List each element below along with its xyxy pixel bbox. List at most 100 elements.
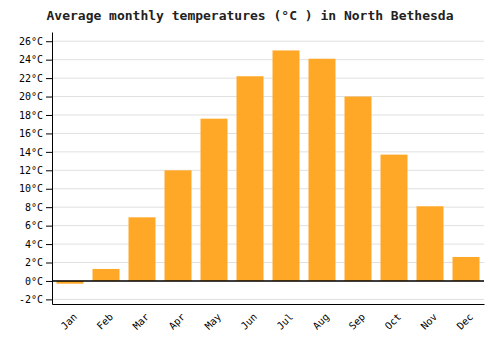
chart: Average monthly temperatures (°C ) in No… [0, 0, 500, 350]
bar [309, 59, 336, 281]
y-tick-mark [46, 152, 52, 153]
bar [345, 97, 372, 281]
y-tick: 22°C [19, 73, 52, 84]
x-tick: Jul [275, 311, 296, 332]
x-tick-label: Nov [419, 311, 440, 332]
y-tick: 24°C [19, 54, 52, 65]
grid-line [52, 188, 484, 189]
y-tick: 20°C [19, 91, 52, 102]
y-tick: 4°C [25, 239, 52, 250]
x-tick: Dec [455, 311, 476, 332]
x-tick-label: May [203, 311, 224, 332]
bar [165, 170, 192, 281]
y-tick-label: -2°C [19, 294, 43, 305]
y-tick-label: 8°C [25, 202, 43, 213]
x-tick: Oct [383, 311, 404, 332]
x-tick-label: Feb [95, 311, 116, 332]
x-tick: Nov [419, 311, 440, 332]
y-tick-label: 2°C [25, 257, 43, 268]
x-tick-label: Mar [131, 311, 152, 332]
y-tick: 8°C [25, 202, 52, 213]
grid [52, 41, 484, 299]
y-tick-mark [46, 207, 52, 208]
grid-line [52, 59, 484, 60]
y-tick-label: 6°C [25, 220, 43, 231]
grid-line [52, 170, 484, 171]
x-tick: Aug [311, 311, 332, 332]
x-tick-label: Apr [167, 311, 188, 332]
y-tick: 0°C [25, 276, 52, 287]
y-tick-mark [46, 78, 52, 79]
y-tick: 12°C [19, 165, 52, 176]
x-tick: Apr [167, 311, 188, 332]
y-tick-label: 26°C [19, 36, 43, 47]
x-tick-label: Aug [311, 311, 332, 332]
grid-line [52, 299, 484, 300]
y-tick-mark [46, 281, 52, 282]
y-tick: -2°C [19, 294, 52, 305]
title: Average monthly temperatures (°C ) in No… [47, 8, 454, 23]
grid-line [52, 151, 484, 152]
x-tick-label: Sep [347, 311, 368, 332]
x-tick-label: Jan [59, 311, 80, 332]
y-tick-mark [46, 189, 52, 190]
bar [417, 206, 444, 281]
x-tick: May [203, 311, 224, 332]
y-tick: 10°C [19, 183, 52, 194]
y-tick: 16°C [19, 128, 52, 139]
x-tick-label: Jun [239, 311, 260, 332]
grid-line [52, 96, 484, 97]
bar [93, 269, 120, 281]
y-tick: 2°C [25, 257, 52, 268]
y-tick-label: 18°C [19, 110, 43, 121]
x-tick: Jun [239, 311, 260, 332]
y-tick-label: 0°C [25, 276, 43, 287]
y-axis: -2°C 0°C 2°C 4°C 6°C 8°C 10°C 12°C 14°C 16°C 18°C 2… [19, 33, 53, 306]
x-axis: Jan Feb Mar Apr May Jun Jul Aug Sep Oct Nov Dec [53, 305, 485, 332]
y-tick-mark [46, 115, 52, 116]
y-tick-mark [46, 263, 52, 264]
bar [129, 217, 156, 281]
grid-line [52, 133, 484, 134]
x-tick: Jan [59, 311, 80, 332]
bar [201, 119, 228, 281]
bars [52, 50, 484, 283]
y-tick: 6°C [25, 220, 52, 231]
y-tick-label: 22°C [19, 73, 43, 84]
x-tick-label: Dec [455, 311, 476, 332]
plot: -2°C 0°C 2°C 4°C 6°C 8°C 10°C 12°C 14°C 16°C 18°C 2… [19, 33, 485, 332]
x-tick: Feb [95, 311, 116, 332]
y-tick-label: 16°C [19, 128, 43, 139]
bar [237, 76, 264, 281]
y-tick-mark [46, 97, 52, 98]
grid-line [52, 78, 484, 79]
y-tick-label: 10°C [19, 183, 43, 194]
y-tick: 14°C [19, 147, 52, 158]
y-tick-mark [46, 170, 52, 171]
y-tick-mark [46, 60, 52, 61]
x-axis-line [53, 304, 485, 305]
grid-line [52, 280, 484, 281]
bar [453, 257, 480, 281]
x-tick: Mar [131, 311, 152, 332]
x-tick: Sep [347, 311, 368, 332]
baseline [52, 280, 484, 282]
y-tick-mark [46, 133, 52, 134]
y-tick-mark [46, 226, 52, 227]
y-tick: 18°C [19, 110, 52, 121]
y-tick-label: 4°C [25, 239, 43, 250]
grid-line [52, 114, 484, 115]
y-tick-mark [46, 244, 52, 245]
bar [273, 50, 300, 281]
y-tick-mark [46, 299, 52, 300]
y-tick-label: 12°C [19, 165, 43, 176]
grid-line [52, 41, 484, 42]
x-tick-label: Jul [275, 311, 296, 332]
bar [381, 155, 408, 281]
y-tick: 26°C [19, 36, 52, 47]
y-axis-line [52, 33, 53, 305]
y-tick-label: 20°C [19, 91, 43, 102]
x-tick-label: Oct [383, 311, 404, 332]
y-tick-mark [46, 41, 52, 42]
y-tick-label: 14°C [19, 147, 43, 158]
